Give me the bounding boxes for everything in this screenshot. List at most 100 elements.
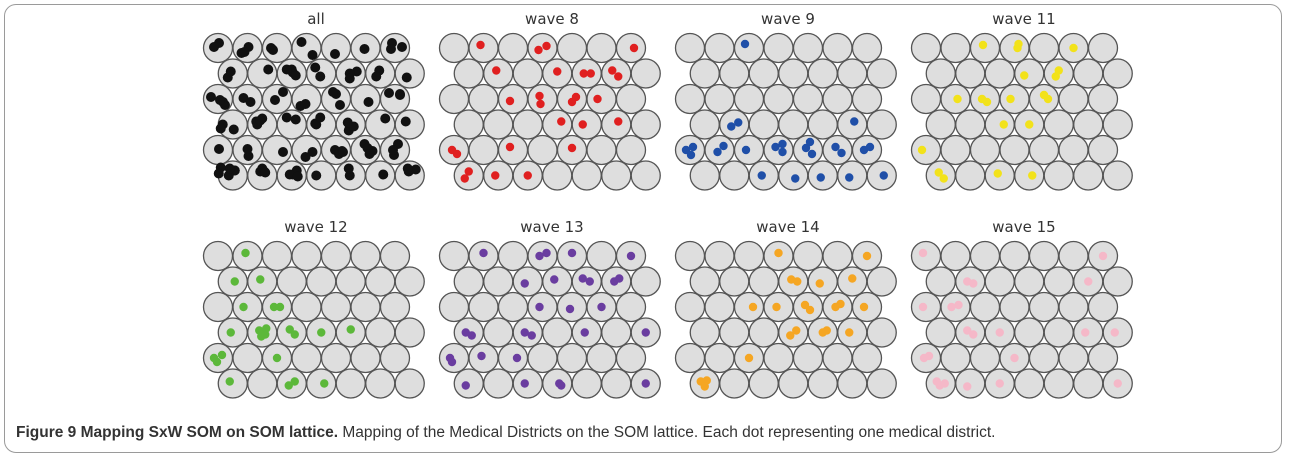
lattice-cell [586, 32, 617, 64]
lattice-cell [866, 317, 897, 348]
district-dot [284, 169, 295, 180]
panel-wave-8: wave 8 [432, 10, 672, 200]
lattice-cell [527, 32, 558, 64]
district-dot [597, 302, 606, 312]
district-dot [757, 171, 766, 180]
lattice-cell [350, 342, 381, 374]
lattice-cell [719, 160, 750, 191]
district-dot [969, 330, 978, 339]
district-dot [774, 248, 783, 258]
som-lattice [202, 32, 425, 191]
district-dot [744, 353, 754, 363]
lattice-cell [955, 160, 986, 191]
district-dot [805, 137, 815, 147]
district-dot [879, 171, 888, 180]
district-dot [476, 40, 485, 50]
district-dot [479, 248, 488, 258]
lattice-cell [748, 317, 779, 348]
lattice-cell [778, 58, 809, 89]
lattice-cell [1102, 160, 1133, 191]
district-dot [363, 97, 374, 107]
lattice-cell [630, 58, 661, 89]
lattice-cell [689, 266, 720, 297]
lattice-cell [1043, 317, 1074, 348]
district-dot [512, 353, 522, 363]
lattice-cell [483, 317, 514, 348]
district-dot [1014, 39, 1023, 49]
lattice-cell [453, 58, 484, 89]
lattice-cell [999, 291, 1030, 323]
district-dot [397, 42, 407, 52]
lattice-cell [822, 240, 853, 272]
lattice-cell [1028, 342, 1060, 374]
district-dot [963, 326, 972, 335]
lattice-cell [291, 342, 322, 374]
district-dot [230, 277, 239, 286]
district-dot [310, 62, 321, 73]
lattice-cell [453, 109, 484, 140]
district-dot [836, 299, 845, 309]
lattice-cell [733, 83, 765, 115]
district-dot [338, 147, 348, 157]
lattice-cell [630, 160, 661, 191]
district-dot [740, 39, 750, 49]
lattice-cell [1058, 291, 1089, 323]
lattice-cell [674, 342, 706, 374]
district-dot [608, 66, 617, 75]
lattice-cell [940, 134, 971, 166]
lattice-cell [689, 317, 720, 348]
district-dot [224, 163, 235, 174]
lattice-cell [733, 32, 765, 64]
district-dot [275, 302, 285, 312]
lattice-cell [925, 317, 956, 348]
district-dot [505, 96, 515, 106]
lattice-cell [910, 32, 942, 64]
district-dot [386, 44, 396, 54]
district-dot [527, 331, 536, 340]
district-dot [1081, 328, 1090, 337]
district-dot [320, 379, 329, 388]
district-dot [629, 43, 639, 53]
district-dot [734, 118, 743, 127]
lattice-cell [704, 32, 735, 64]
district-dot [978, 40, 988, 50]
district-dot [953, 94, 962, 104]
lattice-cell [704, 342, 735, 374]
lattice-cell [689, 160, 720, 191]
lattice-cell [365, 266, 396, 297]
district-dot [292, 171, 303, 182]
lattice-cell [955, 109, 986, 140]
district-dot [771, 142, 780, 152]
lattice-cell [615, 342, 647, 374]
lattice-cell [483, 109, 514, 140]
district-dot [395, 89, 405, 99]
district-dot [1039, 90, 1049, 100]
district-dot [993, 169, 1002, 178]
lattice-cell [586, 240, 617, 272]
lattice-cell [674, 83, 706, 115]
district-dot [848, 274, 857, 283]
lattice-cell [1058, 240, 1089, 272]
district-dot [241, 248, 250, 258]
district-dot [1110, 328, 1119, 337]
district-dot [401, 72, 412, 83]
lattice-cell [822, 342, 853, 374]
district-dot [786, 331, 795, 340]
district-dot [328, 87, 338, 97]
district-dot [281, 112, 292, 123]
district-dot [850, 117, 859, 126]
district-dot [999, 120, 1008, 129]
lattice-cell [276, 266, 307, 297]
district-dot [330, 49, 340, 59]
panel-wave-9: wave 9 [668, 10, 908, 200]
lattice-cell [999, 240, 1030, 272]
lattice-cell [807, 58, 838, 89]
lattice-cell [320, 291, 352, 323]
district-dot [260, 167, 271, 178]
caption-title: Figure 9 Mapping SxW SOM on SOM lattice. [16, 424, 339, 441]
lattice-cell [438, 83, 470, 115]
lattice-cell [851, 83, 883, 115]
lattice-cell [497, 240, 529, 272]
district-dot [215, 95, 225, 105]
lattice-cell [748, 266, 779, 297]
